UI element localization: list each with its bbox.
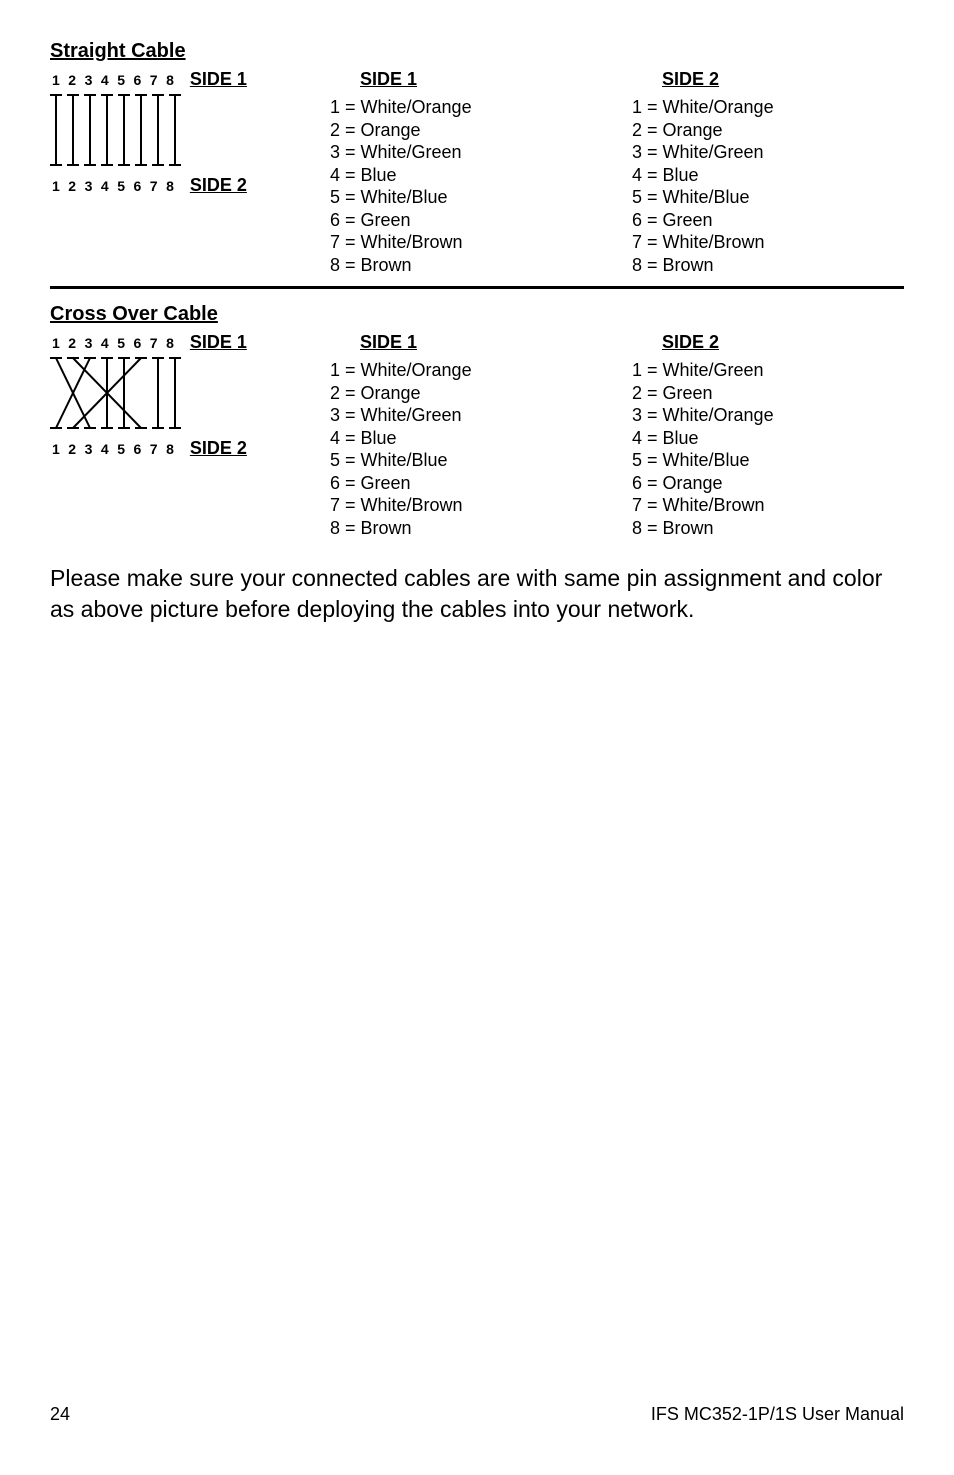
- crossover-side1-label: SIDE 1: [190, 332, 247, 353]
- pinout-line: 5 = White/Blue: [330, 449, 602, 472]
- crossover-side2-header: SIDE 2: [632, 332, 904, 353]
- straight-side1-label: SIDE 1: [190, 69, 247, 90]
- pinout-line: 5 = White/Blue: [330, 186, 602, 209]
- pinout-line: 2 = Green: [632, 382, 904, 405]
- pinout-line: 2 = Orange: [330, 119, 602, 142]
- crossover-pins-bottom: 1 2 3 4 5 6 7 8 SIDE 2: [50, 438, 300, 459]
- straight-diagram-svg: [50, 90, 190, 170]
- crossover-side1-header: SIDE 1: [330, 332, 602, 353]
- footer-title: IFS MC352-1P/1S User Manual: [651, 1404, 904, 1425]
- pinout-line: 5 = White/Blue: [632, 449, 904, 472]
- crossover-diagram-col: 1 2 3 4 5 6 7 8 SIDE 1: [50, 332, 300, 539]
- pinout-line: 6 = Green: [330, 472, 602, 495]
- pinout-line: 3 = White/Orange: [632, 404, 904, 427]
- straight-grid: 1 2 3 4 5 6 7 8 SIDE 1: [50, 69, 904, 276]
- pinout-line: 8 = Brown: [632, 517, 904, 540]
- crossover-side2-col: SIDE 2 1 = White/Green 2 = Green 3 = Whi…: [632, 332, 904, 539]
- pinout-line: 3 = White/Green: [632, 141, 904, 164]
- page-footer: 24 IFS MC352-1P/1S User Manual: [50, 1404, 904, 1425]
- pinout-line: 3 = White/Green: [330, 404, 602, 427]
- straight-side2-col: SIDE 2 1 = White/Orange 2 = Orange 3 = W…: [632, 69, 904, 276]
- pinout-line: 5 = White/Blue: [632, 186, 904, 209]
- pinout-line: 8 = Brown: [330, 254, 602, 277]
- crossover-grid: 1 2 3 4 5 6 7 8 SIDE 1: [50, 332, 904, 539]
- pinout-line: 6 = Green: [330, 209, 602, 232]
- straight-side2-label: SIDE 2: [190, 175, 247, 196]
- pinout-line: 1 = White/Orange: [330, 96, 602, 119]
- straight-pin-labels-top: 1 2 3 4 5 6 7 8: [50, 72, 174, 88]
- pinout-line: 1 = White/Orange: [330, 359, 602, 382]
- body-text: Please make sure your connected cables a…: [50, 563, 904, 625]
- straight-side1-col: SIDE 1 1 = White/Orange 2 = Orange 3 = W…: [330, 69, 602, 276]
- straight-side1-header: SIDE 1: [330, 69, 602, 90]
- pinout-line: 3 = White/Green: [330, 141, 602, 164]
- crossover-cable-section: Cross Over Cable 1 2 3 4 5 6 7 8 SIDE 1: [50, 303, 904, 539]
- section-divider: [50, 286, 904, 289]
- straight-pins-bottom: 1 2 3 4 5 6 7 8 SIDE 2: [50, 175, 300, 196]
- pinout-line: 6 = Green: [632, 209, 904, 232]
- pinout-line: 2 = Orange: [632, 119, 904, 142]
- crossover-pins-top: 1 2 3 4 5 6 7 8 SIDE 1: [50, 332, 300, 353]
- pinout-line: 8 = Brown: [632, 254, 904, 277]
- crossover-pin-labels-bottom: 1 2 3 4 5 6 7 8: [50, 441, 174, 457]
- pinout-line: 7 = White/Brown: [330, 494, 602, 517]
- crossover-title: Cross Over Cable: [50, 303, 904, 326]
- straight-pins-top: 1 2 3 4 5 6 7 8 SIDE 1: [50, 69, 300, 90]
- pinout-line: 8 = Brown: [330, 517, 602, 540]
- straight-pin-labels-bottom: 1 2 3 4 5 6 7 8: [50, 178, 174, 194]
- pinout-line: 4 = Blue: [330, 164, 602, 187]
- straight-cable-section: Straight Cable 1 2 3 4 5 6 7 8 SIDE 1: [50, 40, 904, 276]
- pinout-line: 4 = Blue: [632, 427, 904, 450]
- pinout-line: 6 = Orange: [632, 472, 904, 495]
- pinout-line: 2 = Orange: [330, 382, 602, 405]
- straight-title: Straight Cable: [50, 40, 904, 63]
- straight-side2-header: SIDE 2: [632, 69, 904, 90]
- pinout-line: 4 = Blue: [632, 164, 904, 187]
- crossover-side2-label: SIDE 2: [190, 438, 247, 459]
- straight-diagram-col: 1 2 3 4 5 6 7 8 SIDE 1: [50, 69, 300, 276]
- page-number: 24: [50, 1404, 70, 1425]
- pinout-line: 7 = White/Brown: [632, 494, 904, 517]
- crossover-diagram-svg: [50, 353, 190, 433]
- crossover-side1-col: SIDE 1 1 = White/Orange 2 = Orange 3 = W…: [330, 332, 602, 539]
- crossover-pin-labels-top: 1 2 3 4 5 6 7 8: [50, 335, 174, 351]
- pinout-line: 1 = White/Green: [632, 359, 904, 382]
- pinout-line: 7 = White/Brown: [632, 231, 904, 254]
- pinout-line: 1 = White/Orange: [632, 96, 904, 119]
- pinout-line: 4 = Blue: [330, 427, 602, 450]
- pinout-line: 7 = White/Brown: [330, 231, 602, 254]
